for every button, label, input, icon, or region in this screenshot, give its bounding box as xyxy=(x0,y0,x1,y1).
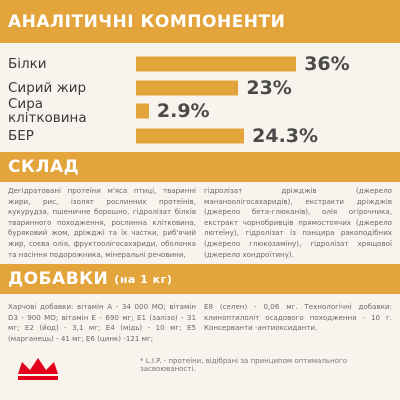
section-title: СКЛАД xyxy=(8,157,80,177)
paragraph: гідролізат дріжджів (джерело мананооліго… xyxy=(204,186,392,259)
category-label: Сирий жир xyxy=(8,80,87,96)
section-title: ДОБАВКИ xyxy=(8,269,109,289)
section-band: ДОБАВКИ (на 1 кг) xyxy=(0,264,400,294)
header-band: АНАЛІТИЧНІ КОМПОНЕНТИ xyxy=(0,0,400,43)
value-label: 36% xyxy=(304,53,350,75)
value-label: 23% xyxy=(246,77,292,99)
chart-title: АНАЛІТИЧНІ КОМПОНЕНТИ xyxy=(8,11,286,32)
bar xyxy=(136,128,245,144)
section-subtitle: (на 1 кг) xyxy=(114,272,173,286)
bar xyxy=(136,56,297,72)
value-label: 2.9% xyxy=(156,100,210,122)
category-label: Сира клітковина xyxy=(8,96,87,126)
paragraph: Дегідратовані протеїни м'яса птиці, твар… xyxy=(8,186,196,259)
category-label: БЕР xyxy=(8,128,34,144)
paragraph: Е8 (селен) - 0,06 мг. Технологічні добав… xyxy=(204,302,392,333)
section-band: СКЛАД xyxy=(0,152,400,182)
value-label: 24.3% xyxy=(252,125,319,147)
logo xyxy=(18,358,58,380)
paragraph: Харчові добавки: вітамін А - 34 000 МО; … xyxy=(8,302,196,343)
footnote: * L.I.P. - протеїни, відібрані за принци… xyxy=(140,357,347,373)
bar xyxy=(136,103,149,119)
bar xyxy=(136,80,239,96)
logo-crown xyxy=(18,358,58,374)
category-label: Білки xyxy=(8,56,47,72)
logo-base xyxy=(18,376,58,380)
